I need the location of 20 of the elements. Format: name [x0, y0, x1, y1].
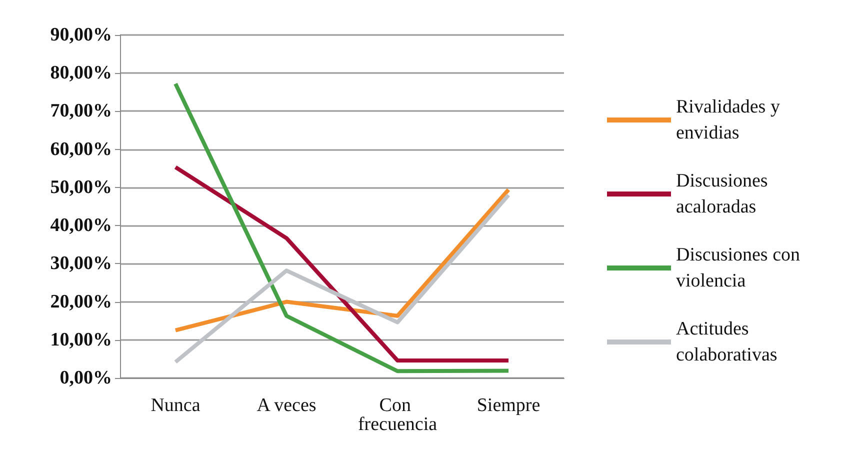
y-tick-label: 10,00%	[50, 329, 112, 350]
x-tick-label: Con frecuencia	[358, 395, 438, 435]
y-tick-label: 0,00%	[60, 368, 112, 388]
y-tick-label: 60,00%	[50, 138, 112, 160]
y-tick-label: 70,00%	[50, 100, 112, 122]
legend-label: Rivalidades y envidias	[676, 96, 785, 144]
x-tick-label: Nunca	[150, 395, 201, 416]
legend-label: Discusiones acaloradas	[676, 170, 773, 218]
x-tick-label: A veces	[256, 395, 316, 416]
line-series	[174, 82, 510, 374]
y-tick-label: 50,00%	[50, 176, 112, 198]
y-tick-label: 40,00%	[50, 215, 112, 236]
x-tick-label: Siempre	[476, 395, 540, 416]
legend-label: Actitudes colaborativas	[676, 318, 778, 366]
legend-label: Discusiones con violencia	[676, 244, 805, 292]
line-series	[174, 188, 510, 332]
y-tick-label: 30,00%	[50, 253, 112, 274]
y-tick-label: 80,00%	[50, 62, 112, 84]
y-tick-label: 90,00%	[50, 24, 112, 46]
y-tick-label: 20,00%	[50, 291, 112, 312]
